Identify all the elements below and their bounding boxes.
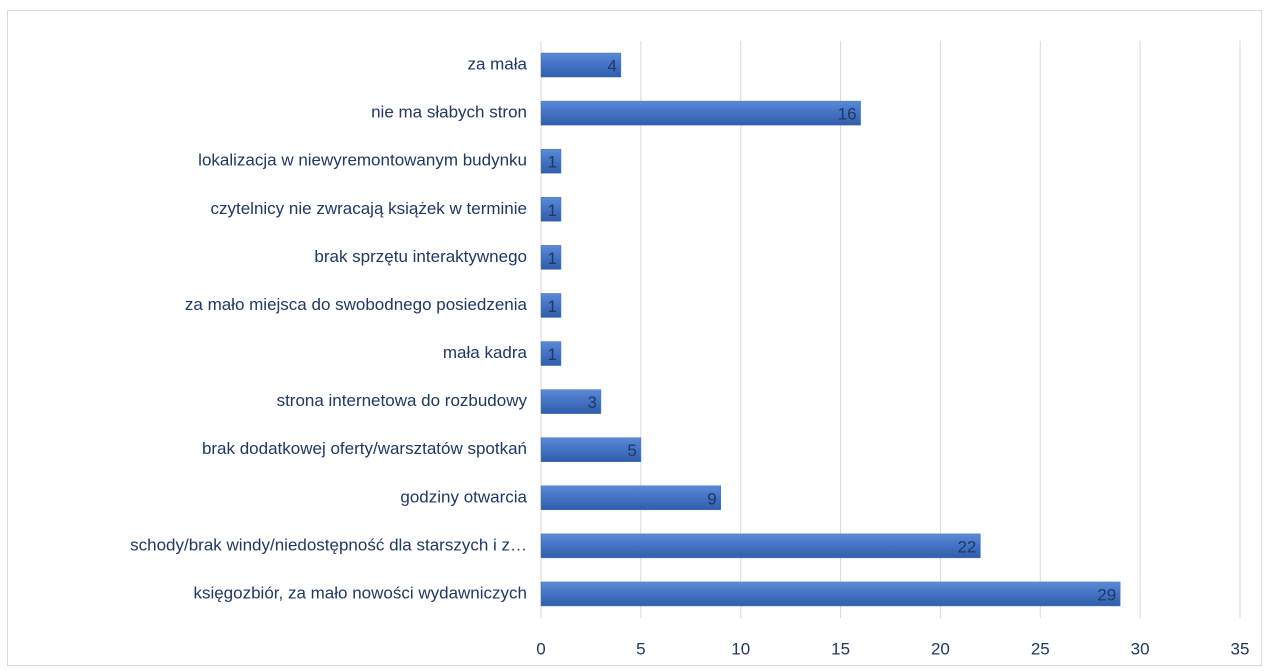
data-label: 1 <box>548 297 557 316</box>
bar <box>540 52 622 78</box>
data-label: 4 <box>607 57 616 76</box>
data-label: 9 <box>707 489 716 508</box>
bar <box>540 245 562 270</box>
y-tick-label: mała kadra <box>443 343 528 362</box>
y-tick-label: za mała <box>467 55 527 74</box>
y-tick-label: godziny otwarcia <box>400 487 527 506</box>
y-tick-label: brak dodatkowej oferty/warsztatów spotka… <box>202 439 527 458</box>
y-tick-label: księgozbiór, za mało nowości wydawniczyc… <box>193 583 527 602</box>
data-label: 1 <box>548 249 557 268</box>
x-tick-label: 10 <box>731 639 750 658</box>
y-tick-label: nie ma słabych stron <box>371 103 527 122</box>
y-tick-label: brak sprzętu interaktywnego <box>314 247 527 266</box>
data-label: 29 <box>1097 585 1116 604</box>
bar <box>540 100 861 126</box>
bar <box>540 437 642 462</box>
x-tick-label: 30 <box>1131 639 1150 658</box>
x-tick-label: 5 <box>636 639 645 658</box>
data-label: 1 <box>548 153 557 172</box>
bar <box>540 389 602 414</box>
x-tick-label: 25 <box>1031 639 1050 658</box>
y-tick-label: czytelnicy nie zwracają książek w termin… <box>211 199 528 218</box>
bar <box>540 197 562 222</box>
bar <box>540 533 981 559</box>
data-label: 3 <box>587 393 596 412</box>
y-tick-label: strona internetowa do rozbudowy <box>277 391 528 410</box>
bar <box>540 581 1121 607</box>
y-tick-label: schody/brak windy/niedostępność dla star… <box>130 535 527 554</box>
x-tick-label: 0 <box>536 639 545 658</box>
data-label: 1 <box>548 345 557 364</box>
y-tick-label: lokalizacja w niewyremontowanym budynku <box>198 151 527 170</box>
y-tick-label: za mało miejsca do swobodnego posiedzeni… <box>185 295 528 314</box>
data-label: 22 <box>957 537 976 556</box>
x-tick-label: 35 <box>1231 639 1250 658</box>
bar <box>540 485 721 511</box>
bar <box>540 293 562 318</box>
data-label: 16 <box>838 105 857 124</box>
x-tick-label: 20 <box>931 639 950 658</box>
bar <box>540 148 562 174</box>
data-label: 5 <box>627 441 636 460</box>
bar <box>540 341 562 366</box>
data-label: 1 <box>548 201 557 220</box>
x-tick-label: 15 <box>831 639 850 658</box>
